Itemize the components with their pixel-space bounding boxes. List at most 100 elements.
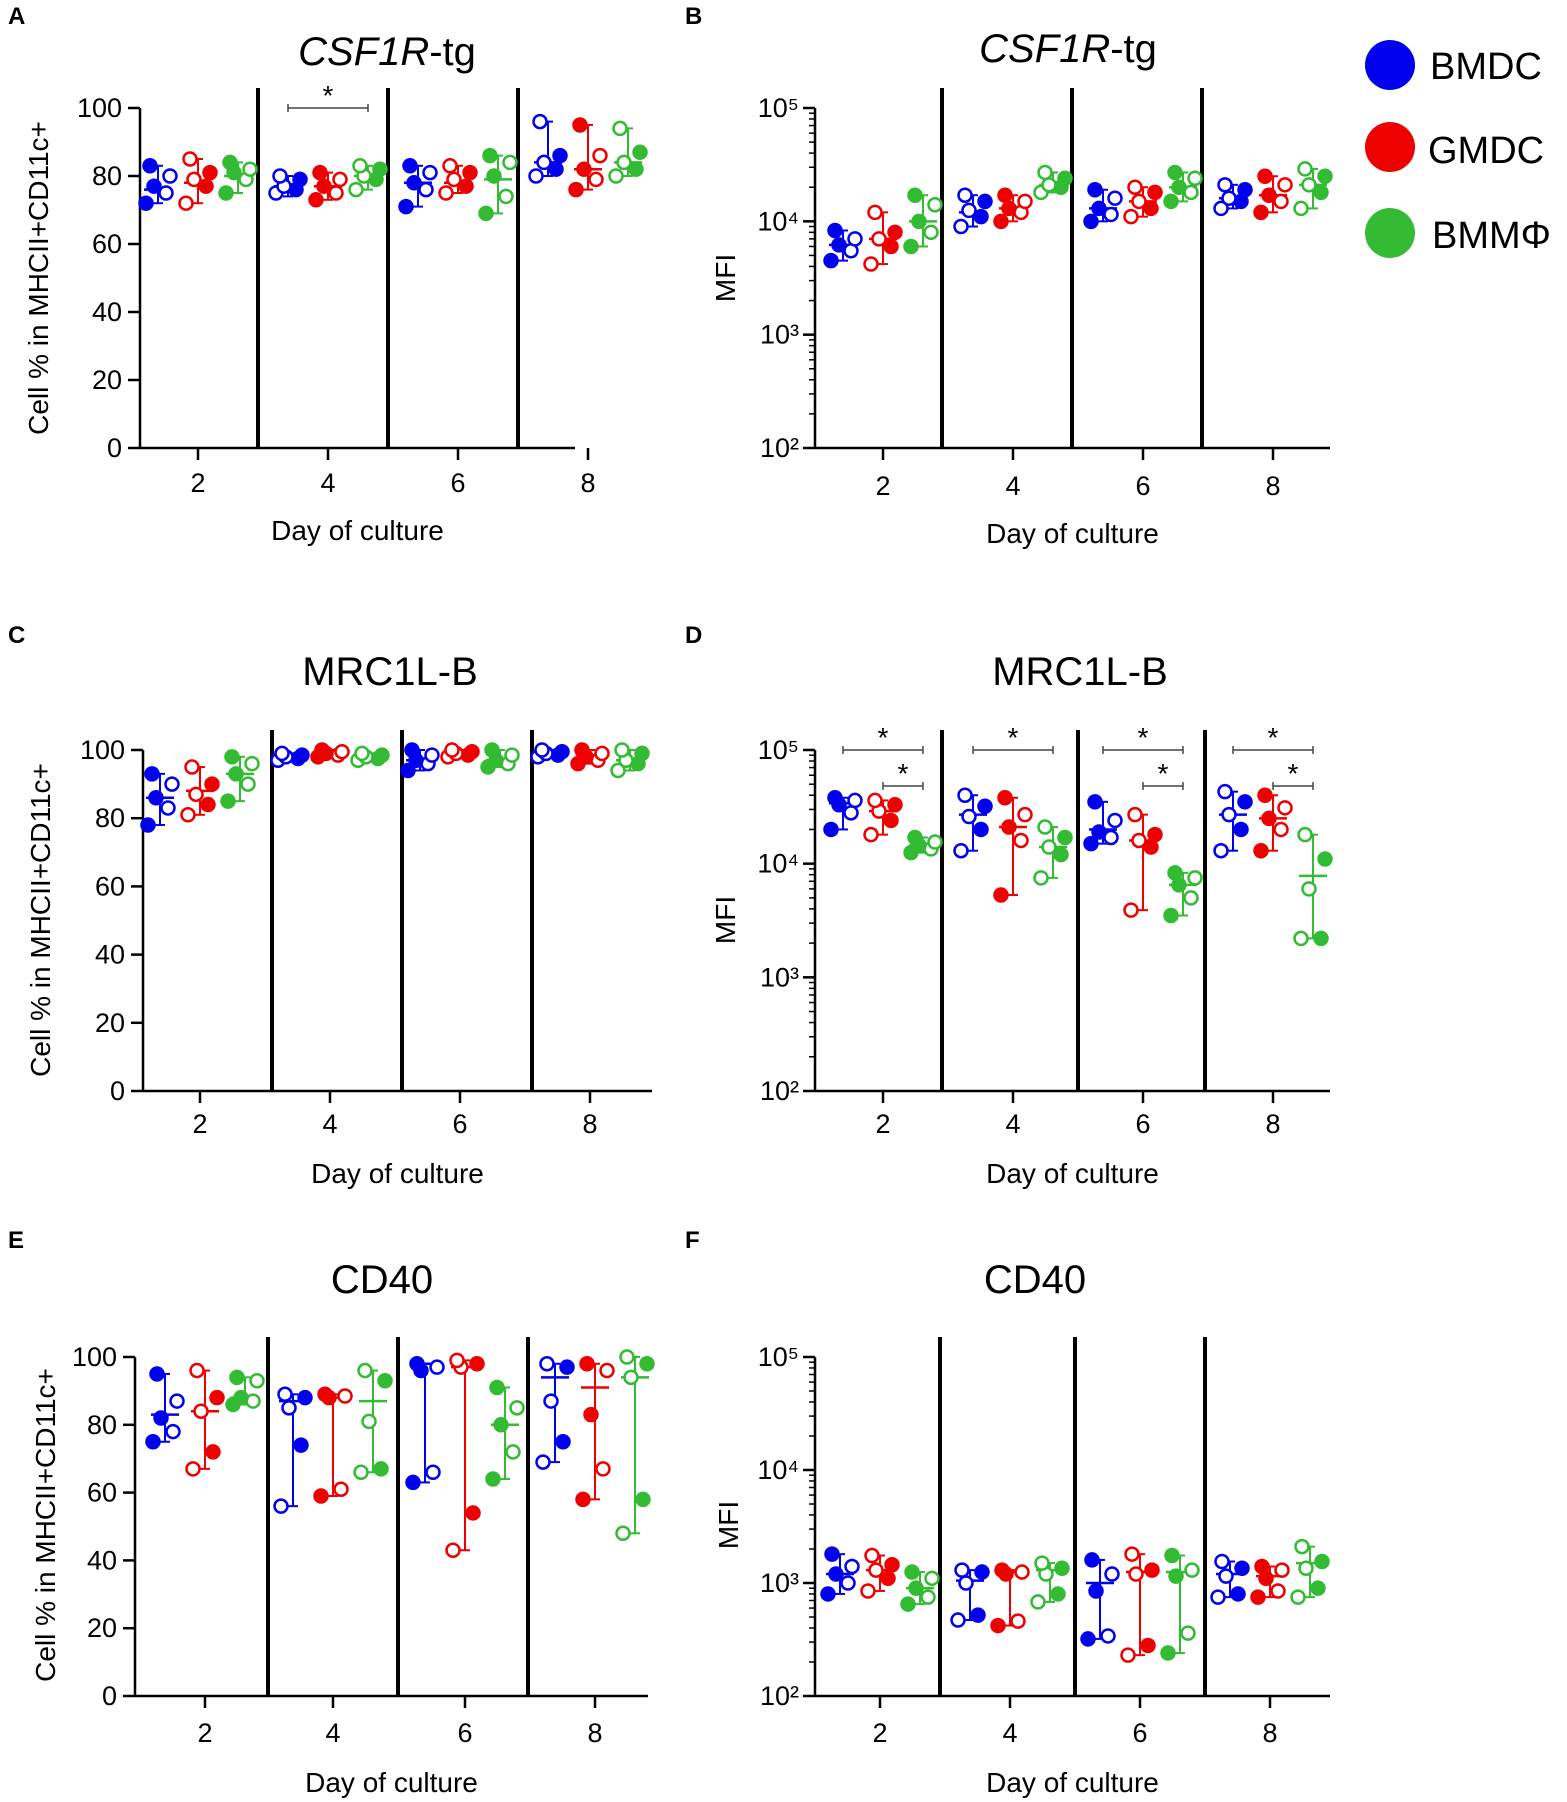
data-point-bmmphi (1163, 193, 1179, 210)
data-point-bmdc (1213, 842, 1229, 859)
data-point-bmdc (950, 1612, 966, 1628)
data-point-gmdc (1013, 832, 1029, 849)
data-point-gmdc (444, 742, 460, 758)
data-point-gmdc (1147, 184, 1163, 201)
significance-star: * (1138, 722, 1149, 753)
data-point-bmmphi (1294, 1538, 1310, 1555)
x-tick-label: 8 (582, 1109, 597, 1139)
data-point-gmdc (883, 238, 899, 255)
data-point-bmdc (953, 218, 969, 235)
data-point-bmdc (1083, 835, 1099, 852)
data-point-gmdc (884, 1557, 900, 1573)
data-point-gmdc (204, 776, 220, 792)
data-point-bmdc (974, 1564, 990, 1580)
data-point-bmdc (957, 787, 973, 803)
data-point-gmdc (588, 171, 604, 188)
data-point-bmmphi (927, 834, 943, 850)
data-point-gmdc (1257, 787, 1273, 803)
data-point-bmmphi (1183, 890, 1199, 906)
panel-letter: F (685, 1227, 700, 1254)
data-point-bmdc (554, 743, 570, 760)
data-point-bmdc (843, 805, 859, 821)
data-point-gmdc (887, 796, 903, 813)
chart-title-text: MRC1L-B (302, 650, 478, 694)
y-tick-label: 10⁵ (758, 735, 799, 765)
x-tick-label: 4 (1005, 1109, 1020, 1139)
data-point-bmmphi (623, 1369, 639, 1386)
data-point-bmdc (398, 198, 414, 215)
x-tick-label: 4 (320, 468, 335, 498)
data-point-bmmphi (907, 829, 923, 846)
data-point-bmmphi (1317, 851, 1333, 867)
significance-star: * (1158, 758, 1169, 789)
chart-title-italic: CSF1R (979, 27, 1110, 71)
data-point-gmdc (449, 1352, 465, 1369)
data-point-bmdc (145, 1434, 161, 1450)
y-tick-label: 10² (760, 433, 799, 463)
data-point-bmdc (146, 178, 162, 194)
data-point-bmdc (954, 1562, 970, 1578)
panel-letter: C (8, 622, 25, 649)
data-point-bmdc (958, 1575, 974, 1591)
data-point-gmdc (868, 1562, 884, 1578)
data-point-bmdc (1087, 794, 1103, 810)
y-tick-label: 10³ (760, 320, 799, 350)
data-point-bmdc (1221, 806, 1237, 823)
data-point-bmdc (400, 762, 416, 779)
x-tick-label: 8 (587, 1718, 602, 1748)
x-axis-label: Day of culture (311, 1158, 484, 1189)
data-point-gmdc (1261, 187, 1277, 203)
data-point-bmdc (418, 181, 434, 198)
data-point-bmmphi (1301, 177, 1317, 193)
data-point-bmdc (1100, 1628, 1116, 1644)
x-tick-label: 6 (1132, 1718, 1147, 1748)
chart-panel-E: E CD40 0 20 40 60 80 100 2 4 6 8 Day of culture Cell … (8, 1227, 655, 1798)
data-point-bmmphi (361, 1413, 377, 1430)
x-axis-label: Day of culture (986, 1767, 1159, 1798)
y-tick-label: 80 (87, 1410, 117, 1440)
x-tick-label: 6 (1135, 471, 1150, 501)
data-point-bmdc (847, 231, 863, 247)
data-point-bmmphi (1054, 1560, 1070, 1577)
data-point-bmmphi (484, 742, 500, 758)
data-point-bmdc (847, 792, 863, 809)
data-point-gmdc (1124, 1546, 1140, 1562)
data-point-gmdc (595, 1461, 611, 1477)
data-point-bmdc (422, 164, 438, 181)
y-tick-label: 60 (95, 871, 125, 901)
data-point-gmdc (568, 181, 584, 198)
chart-title-text: -tg (1110, 27, 1157, 71)
data-point-bmmphi (1298, 1560, 1314, 1577)
y-tick-label: 100 (72, 1342, 117, 1372)
data-point-gmdc (1140, 1637, 1156, 1654)
data-point-gmdc (863, 256, 879, 272)
data-point-gmdc (1253, 204, 1269, 221)
data-point-bmmphi (218, 185, 234, 201)
data-point-bmdc (424, 747, 440, 763)
data-point-bmdc (1214, 1553, 1230, 1570)
data-point-bmmphi (509, 1400, 525, 1416)
x-tick-label: 2 (875, 1109, 890, 1139)
data-point-gmdc (880, 1570, 896, 1587)
panel-letter: A (8, 3, 25, 30)
data-point-bmdc (148, 789, 164, 806)
x-tick-label: 8 (580, 468, 595, 498)
data-point-gmdc (1273, 193, 1289, 210)
data-point-bmmphi (222, 154, 238, 171)
data-point-gmdc (887, 224, 903, 241)
data-point-bmdc (1221, 190, 1237, 206)
data-point-bmdc (429, 1359, 445, 1375)
data-point-bmdc (1210, 1589, 1226, 1605)
data-point-gmdc (1253, 842, 1269, 859)
data-point-bmdc (153, 1410, 169, 1426)
data-point-bmmphi (229, 1369, 245, 1386)
y-tick-label: 0 (107, 433, 122, 463)
x-tick-label: 4 (325, 1718, 340, 1748)
data-point-bmmphi (1050, 1586, 1066, 1602)
data-point-bmmphi (908, 1580, 924, 1596)
data-point-bmdc (827, 790, 843, 806)
y-axis-label: Cell % in MHCII+CD11c+ (30, 1368, 61, 1682)
y-tick-label: 60 (92, 229, 122, 259)
x-axis-label: Day of culture (986, 518, 1159, 549)
data-point-gmdc (1001, 819, 1017, 835)
